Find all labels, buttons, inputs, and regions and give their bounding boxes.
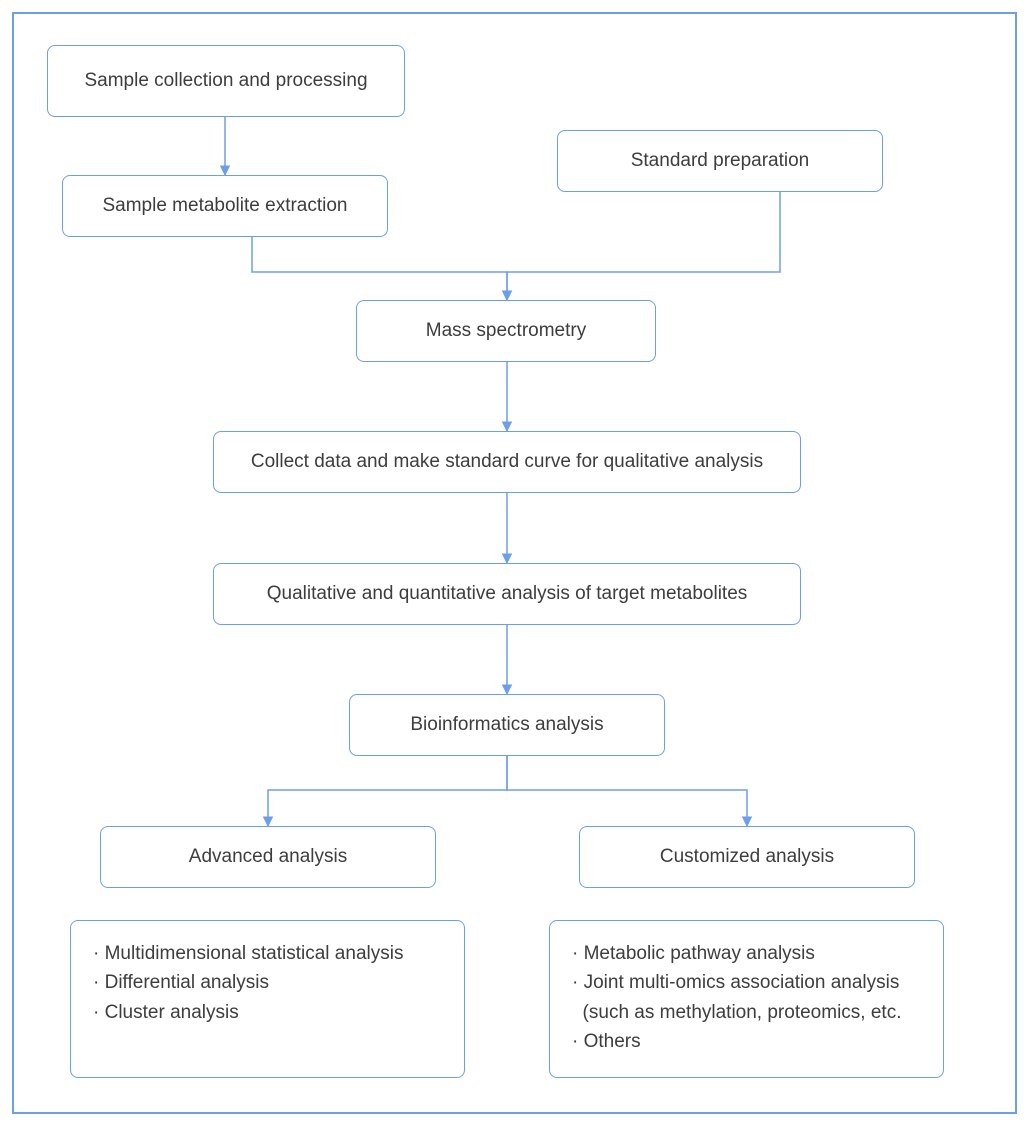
- flow-list-item: · Joint multi-omics association analysis: [572, 968, 921, 997]
- flow-list-box: · Multidimensional statistical analysis·…: [70, 920, 465, 1078]
- flow-list-box: · Metabolic pathway analysis· Joint mult…: [549, 920, 944, 1078]
- flow-node: Mass spectrometry: [356, 300, 656, 362]
- flow-list-item: · Others: [572, 1027, 921, 1056]
- flow-node-label: Mass spectrometry: [426, 320, 586, 342]
- flow-node-label: Customized analysis: [660, 846, 834, 868]
- flow-node: Standard preparation: [557, 130, 883, 192]
- flow-node-label: Sample metabolite extraction: [102, 195, 347, 217]
- flow-list-item: (such as methylation, proteomics, etc.: [572, 998, 921, 1027]
- flow-node: Advanced analysis: [100, 826, 436, 888]
- flowchart-canvas: Sample collection and processing Sample m…: [0, 0, 1029, 1126]
- flow-list-item: · Differential analysis: [93, 968, 442, 997]
- flow-node-label: Advanced analysis: [189, 846, 347, 868]
- flow-node: Bioinformatics analysis: [349, 694, 665, 756]
- flow-node: Sample collection and processing: [47, 45, 405, 117]
- flow-node: Collect data and make standard curve for…: [213, 431, 801, 493]
- flow-node: Customized analysis: [579, 826, 915, 888]
- flow-node: Sample metabolite extraction: [62, 175, 388, 237]
- flow-node-label: Sample collection and processing: [84, 70, 367, 92]
- flow-node-label: Bioinformatics analysis: [410, 714, 603, 736]
- flow-list-item: · Cluster analysis: [93, 998, 442, 1027]
- flow-list-item: · Metabolic pathway analysis: [572, 939, 921, 968]
- flow-node-label: Qualitative and quantitative analysis of…: [267, 583, 748, 605]
- flow-node-label: Standard preparation: [631, 150, 810, 172]
- flow-list-item: · Multidimensional statistical analysis: [93, 939, 442, 968]
- flow-node: Qualitative and quantitative analysis of…: [213, 563, 801, 625]
- flow-node-label: Collect data and make standard curve for…: [251, 451, 763, 473]
